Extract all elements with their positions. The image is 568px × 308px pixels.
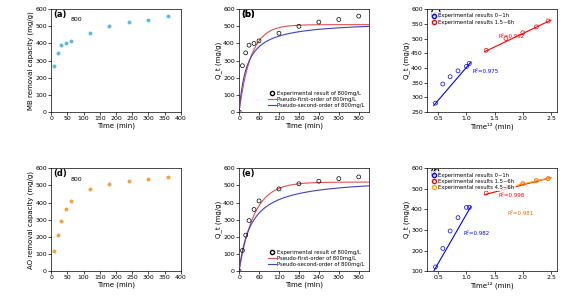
Point <box>53 233 62 237</box>
Point <box>85 31 94 36</box>
Point <box>518 181 527 186</box>
Point <box>274 186 283 191</box>
Point <box>235 269 244 274</box>
Point <box>354 174 364 179</box>
X-axis label: Time (min): Time (min) <box>97 123 135 129</box>
Text: R²=0.975: R²=0.975 <box>473 69 499 74</box>
Point <box>431 265 440 270</box>
Point <box>105 24 114 29</box>
Point <box>532 178 541 183</box>
Y-axis label: MB removal capacity (mg/g): MB removal capacity (mg/g) <box>27 11 34 110</box>
Point <box>144 176 153 181</box>
Point <box>334 176 343 181</box>
Text: (c): (c) <box>429 10 442 19</box>
Text: (a): (a) <box>54 10 67 19</box>
Point <box>274 31 283 36</box>
Point <box>314 179 323 184</box>
Point <box>244 43 253 48</box>
Y-axis label: Q_t (mg/g): Q_t (mg/g) <box>215 201 222 238</box>
Point <box>445 229 454 233</box>
X-axis label: Time (min): Time (min) <box>97 282 135 288</box>
Point <box>66 198 75 203</box>
Point <box>532 178 541 183</box>
Point <box>56 218 65 223</box>
Point <box>241 51 250 55</box>
Text: R²=0.981: R²=0.981 <box>507 211 533 216</box>
Point <box>465 205 474 210</box>
Y-axis label: Q_t (mg/g): Q_t (mg/g) <box>403 42 410 79</box>
Point <box>249 207 258 212</box>
X-axis label: Time (min): Time (min) <box>285 123 323 129</box>
Point <box>124 179 133 184</box>
Point <box>254 38 264 43</box>
Point <box>249 41 258 46</box>
Point <box>50 248 59 253</box>
Text: (e): (e) <box>241 169 255 178</box>
Text: (d): (d) <box>54 169 68 178</box>
Point <box>61 207 70 212</box>
Point <box>235 109 244 114</box>
Point <box>238 248 247 253</box>
Point <box>502 36 511 41</box>
Point <box>532 24 541 29</box>
Point <box>354 14 364 18</box>
Point <box>144 17 153 22</box>
Point <box>85 186 94 191</box>
Point <box>438 246 448 251</box>
Point <box>254 198 264 203</box>
X-axis label: Time¹² (min): Time¹² (min) <box>470 282 513 289</box>
Point <box>482 48 491 53</box>
Point <box>105 181 114 186</box>
Point <box>462 64 471 69</box>
X-axis label: Time (min): Time (min) <box>285 282 323 288</box>
Text: 800: 800 <box>70 18 82 22</box>
Text: R²=0.982: R²=0.982 <box>463 231 490 236</box>
Point <box>238 63 247 68</box>
Point <box>163 174 172 179</box>
X-axis label: Time¹² (min): Time¹² (min) <box>470 123 513 130</box>
Legend: Experimental result of 800mg/L, Pseudo-first-order of 800mg/L, Pseudo-second-ord: Experimental result of 800mg/L, Pseudo-f… <box>266 89 366 109</box>
Point <box>465 61 474 66</box>
Text: (b): (b) <box>241 10 256 19</box>
Point <box>314 20 323 25</box>
Point <box>438 82 448 87</box>
Y-axis label: Q_t (mg/g): Q_t (mg/g) <box>215 42 222 79</box>
Point <box>453 68 462 73</box>
Point <box>544 176 553 181</box>
Point <box>163 14 172 18</box>
Text: (b): (b) <box>241 10 256 19</box>
Point <box>502 184 511 189</box>
Point <box>241 233 250 237</box>
Y-axis label: AO removal capacity (mg/g): AO removal capacity (mg/g) <box>27 171 34 269</box>
Point <box>61 41 70 46</box>
Legend: Experimental results 0~1h, Experimental results 1.5~6h, Experimental results 4.5: Experimental results 0~1h, Experimental … <box>429 171 516 191</box>
Point <box>66 38 75 43</box>
Point <box>544 18 553 23</box>
Text: (f): (f) <box>429 169 441 178</box>
Text: 800: 800 <box>70 176 82 182</box>
Point <box>518 181 527 186</box>
Text: R²=0.992: R²=0.992 <box>498 34 525 39</box>
Legend: Experimental results 0~1h, Experimental results 1.5~6h: Experimental results 0~1h, Experimental … <box>429 12 516 26</box>
Point <box>56 43 65 48</box>
Point <box>453 215 462 220</box>
Point <box>445 74 454 79</box>
Legend: Experimental result of 800mg/L, Pseudo-first-order of 800mg/L, Pseudo-second-ord: Experimental result of 800mg/L, Pseudo-f… <box>266 248 366 268</box>
Point <box>244 218 253 223</box>
Point <box>334 17 343 22</box>
Point <box>50 63 59 68</box>
Point <box>462 205 471 210</box>
Point <box>294 24 303 29</box>
Point <box>482 191 491 196</box>
Point <box>431 101 440 106</box>
Text: R²=0.998: R²=0.998 <box>498 193 525 198</box>
Point <box>544 176 553 181</box>
Point <box>518 30 527 35</box>
Point <box>294 181 303 186</box>
Point <box>124 20 133 25</box>
Point <box>53 51 62 55</box>
Y-axis label: Q_t (mg/g): Q_t (mg/g) <box>403 201 410 238</box>
